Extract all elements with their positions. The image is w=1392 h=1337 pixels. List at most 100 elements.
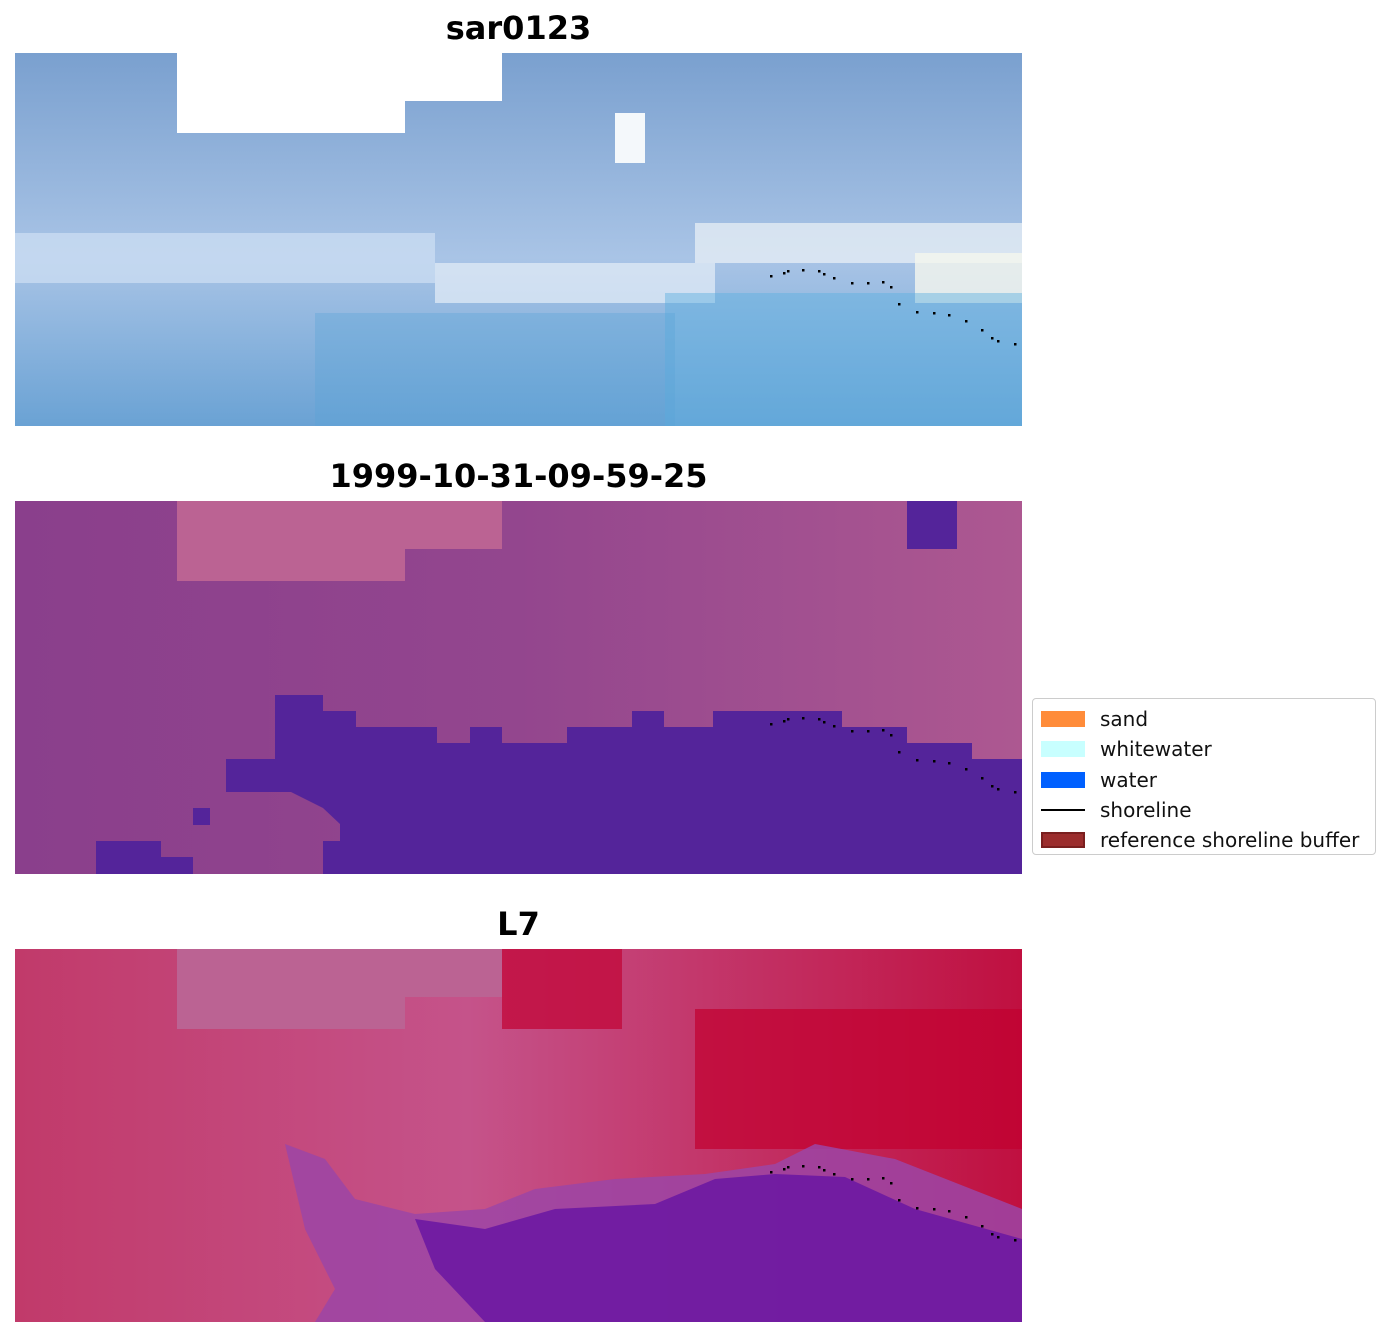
- legend-swatch: [1041, 832, 1085, 849]
- shoreline-point: [867, 1178, 870, 1181]
- image-panel-sar: [15, 53, 1022, 426]
- shoreline-point: [823, 721, 826, 724]
- shoreline-point: [882, 281, 885, 284]
- shoreline-point: [948, 762, 951, 765]
- shoreline-point: [991, 785, 994, 788]
- shoreline-point: [770, 723, 773, 726]
- shoreline-point: [997, 340, 1000, 343]
- legend-label: shoreline: [1100, 798, 1192, 823]
- water-mask: [226, 695, 1022, 874]
- water-mask: [161, 857, 193, 874]
- legend-swatch: [1041, 809, 1085, 812]
- shoreline-point: [948, 1210, 951, 1213]
- shoreline-point: [965, 768, 968, 771]
- shoreline-point: [867, 282, 870, 285]
- shoreline-point: [1014, 343, 1017, 346]
- water-region: [415, 1174, 1022, 1322]
- nodata-area: [177, 501, 502, 549]
- shoreline-point: [981, 777, 984, 780]
- water-mask: [193, 808, 210, 825]
- nodata-area: [177, 949, 502, 997]
- shoreline-point: [851, 730, 854, 733]
- shoreline-point: [818, 270, 821, 273]
- panel-title-sar: sar0123: [445, 9, 592, 47]
- legend-label: sand: [1100, 707, 1149, 732]
- shoreline-points: [770, 269, 1017, 346]
- shoreline-point: [991, 337, 994, 340]
- shoreline-point: [890, 734, 893, 737]
- shoreline-point: [851, 1178, 854, 1181]
- shoreline-point: [933, 312, 936, 315]
- shoreline-point: [770, 275, 773, 278]
- nodata-area: [405, 53, 502, 101]
- image-panel-l7: [15, 949, 1022, 1322]
- shoreline-point: [898, 303, 901, 306]
- shoreline-point: [948, 314, 951, 317]
- shoreline-point: [867, 730, 870, 733]
- legend-label: whitewater: [1100, 737, 1212, 762]
- shoreline-point: [1014, 1239, 1017, 1242]
- shoreline-points: [770, 1165, 1017, 1242]
- pixel-texture: [695, 1009, 1022, 1149]
- legend-item-whitewater: whitewater: [1041, 734, 1367, 764]
- shoreline-point: [981, 329, 984, 332]
- pixel-texture: [15, 113, 1022, 426]
- shoreline-point: [933, 1208, 936, 1211]
- shoreline-point: [787, 718, 790, 721]
- shoreline-point: [802, 1165, 805, 1168]
- shoreline-point: [965, 1216, 968, 1219]
- shoreline-point: [818, 718, 821, 721]
- nodata-area: [177, 997, 405, 1029]
- shoreline-point: [898, 1199, 901, 1202]
- shoreline-point: [783, 1168, 786, 1171]
- panel-title-classified: 1999-10-31-09-59-25: [329, 457, 708, 495]
- nodata-area: [177, 549, 405, 581]
- shoreline-point: [981, 1225, 984, 1228]
- shoreline-point: [823, 273, 826, 276]
- shoreline-point: [833, 277, 836, 280]
- legend-item-sand: sand: [1041, 704, 1367, 734]
- shoreline-point: [787, 1166, 790, 1169]
- panel-title-l7: L7: [497, 905, 540, 943]
- legend-item-reference-shoreline-buffer: reference shoreline buffer: [1041, 825, 1367, 855]
- legend-swatch: [1041, 741, 1085, 758]
- legend-swatch: [1041, 711, 1085, 728]
- shoreline-point: [997, 1236, 1000, 1239]
- legend-item-water: water: [1041, 765, 1367, 795]
- nodata-area: [177, 53, 405, 133]
- shoreline-point: [783, 720, 786, 723]
- shoreline-point: [818, 1166, 821, 1169]
- shoreline-point: [898, 751, 901, 754]
- legend-item-shoreline: shoreline: [1041, 795, 1367, 825]
- shoreline-point: [851, 282, 854, 285]
- shoreline-point: [965, 320, 968, 323]
- shoreline-point: [783, 272, 786, 275]
- shoreline-point: [997, 788, 1000, 791]
- shoreline-point: [933, 760, 936, 763]
- shoreline-point: [890, 1182, 893, 1185]
- legend-label: water: [1100, 767, 1157, 792]
- shoreline-points: [770, 717, 1017, 794]
- shoreline-point: [802, 717, 805, 720]
- shoreline-point: [802, 269, 805, 272]
- water-patch: [907, 501, 957, 549]
- legend: sand whitewater water shoreline referenc…: [1032, 698, 1376, 855]
- shoreline-point: [882, 1177, 885, 1180]
- shoreline-point: [833, 1173, 836, 1176]
- legend-swatch: [1041, 771, 1085, 788]
- shoreline-point: [1014, 791, 1017, 794]
- image-panel-classified: [15, 501, 1022, 874]
- water-mask: [96, 841, 161, 874]
- shoreline-point: [882, 729, 885, 732]
- shoreline-point: [991, 1233, 994, 1236]
- shoreline-point: [833, 725, 836, 728]
- shoreline-point: [916, 1207, 919, 1210]
- pixel-texture: [502, 949, 622, 1029]
- shoreline-point: [770, 1171, 773, 1174]
- shoreline-point: [916, 311, 919, 314]
- shoreline-point: [823, 1169, 826, 1172]
- legend-label: reference shoreline buffer: [1100, 828, 1360, 853]
- shoreline-point: [787, 270, 790, 273]
- shoreline-point: [916, 759, 919, 762]
- shoreline-point: [890, 286, 893, 289]
